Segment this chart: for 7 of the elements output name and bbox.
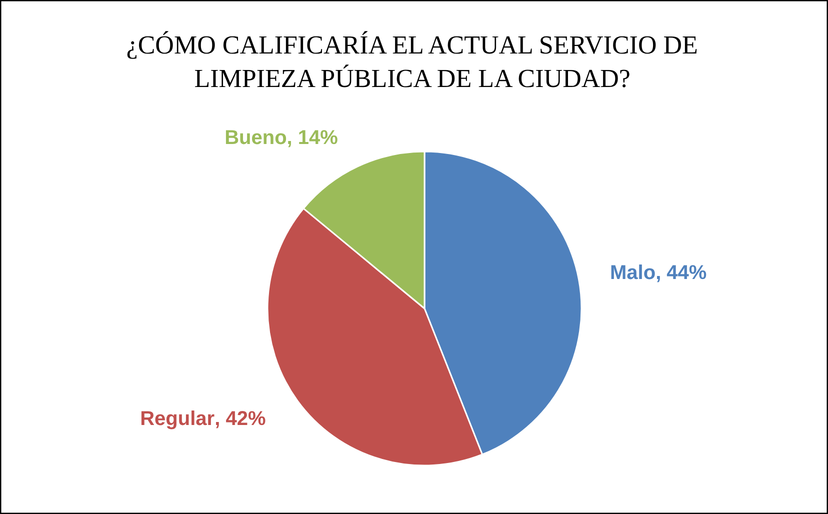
data-label: , 14%	[286, 127, 338, 150]
slice-label: Regular	[140, 408, 215, 430]
slice-label: Bueno	[224, 127, 287, 150]
slice-label: Malo	[610, 262, 656, 284]
data-label: , 42%	[214, 408, 266, 430]
data-label: , 44%	[656, 262, 707, 284]
chart-title: ¿CÓMO CALIFICARÍA EL ACTUAL SERVICIO DE LIMPIEZA PÚBLICA DE LA CIUDAD?	[126, 30, 698, 93]
